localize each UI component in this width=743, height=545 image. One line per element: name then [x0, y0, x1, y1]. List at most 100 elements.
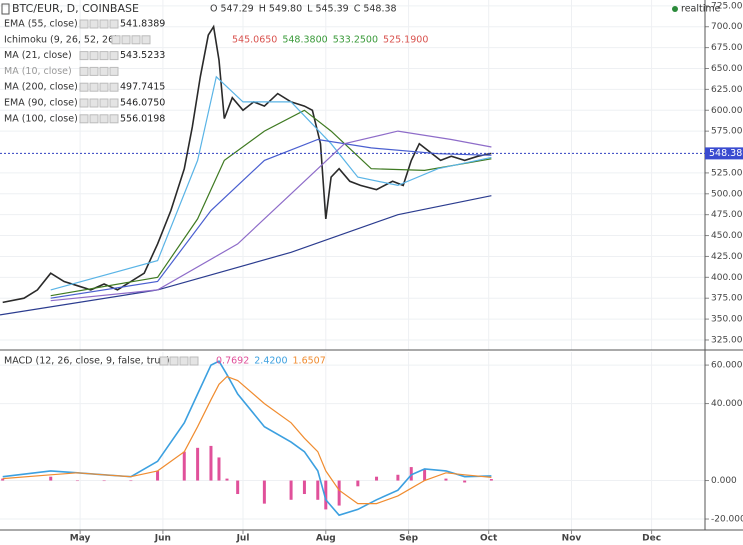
legend-icon: [79, 82, 89, 92]
legend-icon: [79, 51, 89, 61]
ohlc-name: O: [210, 4, 217, 15]
y-tick-label: 625.00: [711, 85, 743, 95]
legend-icon: [109, 51, 119, 61]
legend-icon: [89, 51, 99, 61]
series-line: [50, 130, 492, 302]
y-tick-label: 325.00: [711, 335, 743, 345]
legend-name: EMA (55, close): [4, 19, 78, 30]
legend-icon: [189, 356, 199, 366]
legend-name: MACD (12, 26, close, 9, false, true): [4, 356, 170, 367]
histogram-bar: [49, 476, 53, 481]
histogram-bar: [289, 480, 293, 500]
histogram-bar: [316, 480, 320, 500]
legend-icon: [89, 98, 99, 108]
legend-value: 1.6507: [293, 356, 326, 367]
status-label: realtime: [681, 4, 721, 15]
x-tick-label: Sep: [399, 534, 419, 544]
histogram-bar: [302, 480, 306, 495]
symbol-icon: [1, 3, 10, 15]
y-tick-label: 350.00: [711, 315, 743, 325]
series-line: [0, 195, 492, 316]
y-tick-label: 675.00: [711, 43, 743, 53]
series-line: [50, 138, 492, 299]
y-tick-label: 525.00: [711, 168, 743, 178]
histogram-bar: [225, 478, 229, 481]
series-line: [2, 375, 492, 505]
legend-value: 556.0198: [120, 113, 165, 124]
histogram-bar: [337, 480, 341, 506]
histogram-bar: [102, 480, 106, 482]
legend-name: MA (100, close): [4, 113, 78, 124]
status-dot: [672, 6, 678, 12]
legend-icon: [79, 98, 89, 108]
legend-value: 497.7415: [120, 82, 165, 93]
axes: 325.00 350.00 375.00 400.00 425.00 450.00 475.…: [70, 1, 743, 543]
series-line: [50, 109, 492, 297]
legend-icon: [109, 19, 119, 29]
legend-icon: [99, 51, 109, 61]
legend-icon: [79, 66, 89, 76]
x-tick-label: Jun: [154, 534, 171, 544]
legend-name: EMA (90, close): [4, 98, 78, 109]
x-tick-label: Nov: [562, 534, 582, 544]
x-tick-label: Dec: [642, 534, 661, 544]
histogram-bar: [209, 445, 213, 481]
y-tick-label: 575.00: [711, 127, 743, 137]
legend-icon: [89, 19, 99, 29]
legend-value: 543.5233: [120, 50, 165, 61]
y-tick-label: 40.000: [711, 399, 743, 409]
y-tick-label: 60.000: [711, 361, 743, 371]
y-tick-label: 375.00: [711, 294, 743, 304]
ohlc-value: 547.29: [220, 4, 253, 15]
legend-icon: [99, 19, 109, 29]
histogram-bar: [423, 468, 427, 481]
y-tick-label: 450.00: [711, 231, 743, 241]
y-tick-label: 700.00: [711, 22, 743, 32]
ohlc-value: 548.38: [363, 4, 396, 15]
histogram-bar: [1, 478, 5, 481]
histogram-bar: [356, 480, 360, 487]
last-price-tag: [705, 147, 743, 160]
y-tick-label: 725.00: [711, 1, 743, 11]
legend-icon: [109, 114, 119, 124]
legend-icon: [79, 114, 89, 124]
legend-value: 548.3800: [282, 34, 327, 45]
x-tick-label: May: [70, 534, 91, 544]
series-line: [50, 75, 492, 291]
legend-value: 541.8389: [120, 19, 165, 30]
histogram-bar: [444, 478, 448, 481]
legend-name: BTC/EUR, D, COINBASE: [12, 2, 139, 15]
histogram-bar: [489, 479, 493, 481]
legend: BTC/EUR, D, COINBASE O 547.29 H 549.80 L 545.3…: [1, 2, 428, 367]
legend-icon: [109, 98, 119, 108]
histogram-bar: [156, 470, 160, 481]
y-tick-label: -20.000: [711, 515, 743, 525]
legend-icon: [89, 82, 99, 92]
legend-value: 2.4200: [254, 356, 287, 367]
legend-icon: [179, 356, 189, 366]
legend-icon: [99, 114, 109, 124]
legend-value: 546.0750: [120, 98, 165, 109]
histogram-bar: [129, 480, 133, 482]
legend-value: 0.7692: [216, 356, 249, 367]
histogram-bar: [182, 451, 186, 481]
legend-value: 525.1900: [383, 34, 428, 45]
legend-icon: [141, 35, 151, 45]
histogram-bar: [396, 474, 400, 481]
y-tick-label: 425.00: [711, 252, 743, 262]
legend-icon: [169, 356, 179, 366]
legend-name: MA (21, close): [4, 50, 72, 61]
x-tick-label: Jul: [236, 534, 250, 544]
legend-icon: [111, 35, 121, 45]
legend-icon: [89, 114, 99, 124]
legend-icon: [131, 35, 141, 45]
x-tick-label: Oct: [480, 534, 498, 544]
legend-value: 545.0650: [232, 34, 277, 45]
histogram-bar: [75, 480, 79, 482]
legend-icon: [109, 82, 119, 92]
legend-icon: [99, 98, 109, 108]
ohlc-name: L: [307, 4, 313, 15]
legend-icon: [159, 356, 169, 366]
y-tick-label: 600.00: [711, 106, 743, 116]
